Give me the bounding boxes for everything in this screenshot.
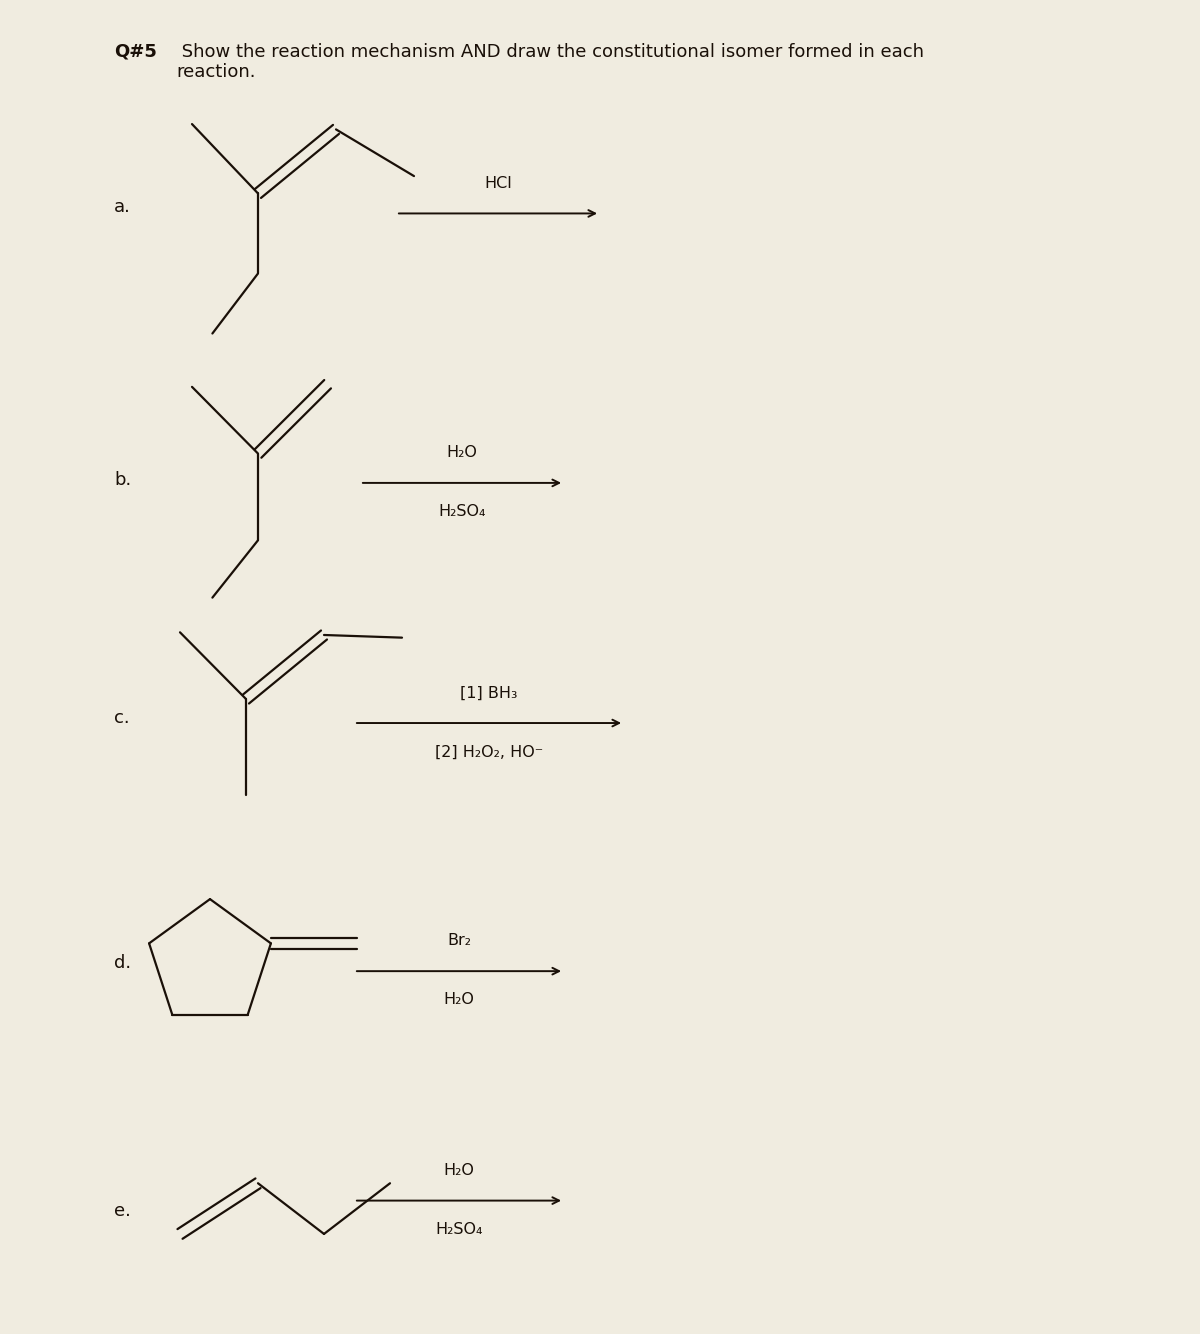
Text: H₂SO₄: H₂SO₄ <box>436 1222 482 1237</box>
Text: b.: b. <box>114 471 131 490</box>
Text: H₂O: H₂O <box>444 992 474 1007</box>
Text: Br₂: Br₂ <box>446 934 470 948</box>
Text: [1] BH₃: [1] BH₃ <box>461 686 517 700</box>
Text: a.: a. <box>114 197 131 216</box>
Text: c.: c. <box>114 708 130 727</box>
Text: H₂O: H₂O <box>446 446 478 460</box>
Text: H₂SO₄: H₂SO₄ <box>438 504 486 519</box>
Text: Show the reaction mechanism AND draw the constitutional isomer formed in each
re: Show the reaction mechanism AND draw the… <box>176 43 924 81</box>
Text: H₂O: H₂O <box>444 1163 474 1178</box>
Text: e.: e. <box>114 1202 131 1221</box>
Text: [2] H₂O₂, HO⁻: [2] H₂O₂, HO⁻ <box>434 744 544 759</box>
Text: HCl: HCl <box>484 176 512 191</box>
Text: Q#5: Q#5 <box>114 43 157 60</box>
Text: d.: d. <box>114 954 131 972</box>
